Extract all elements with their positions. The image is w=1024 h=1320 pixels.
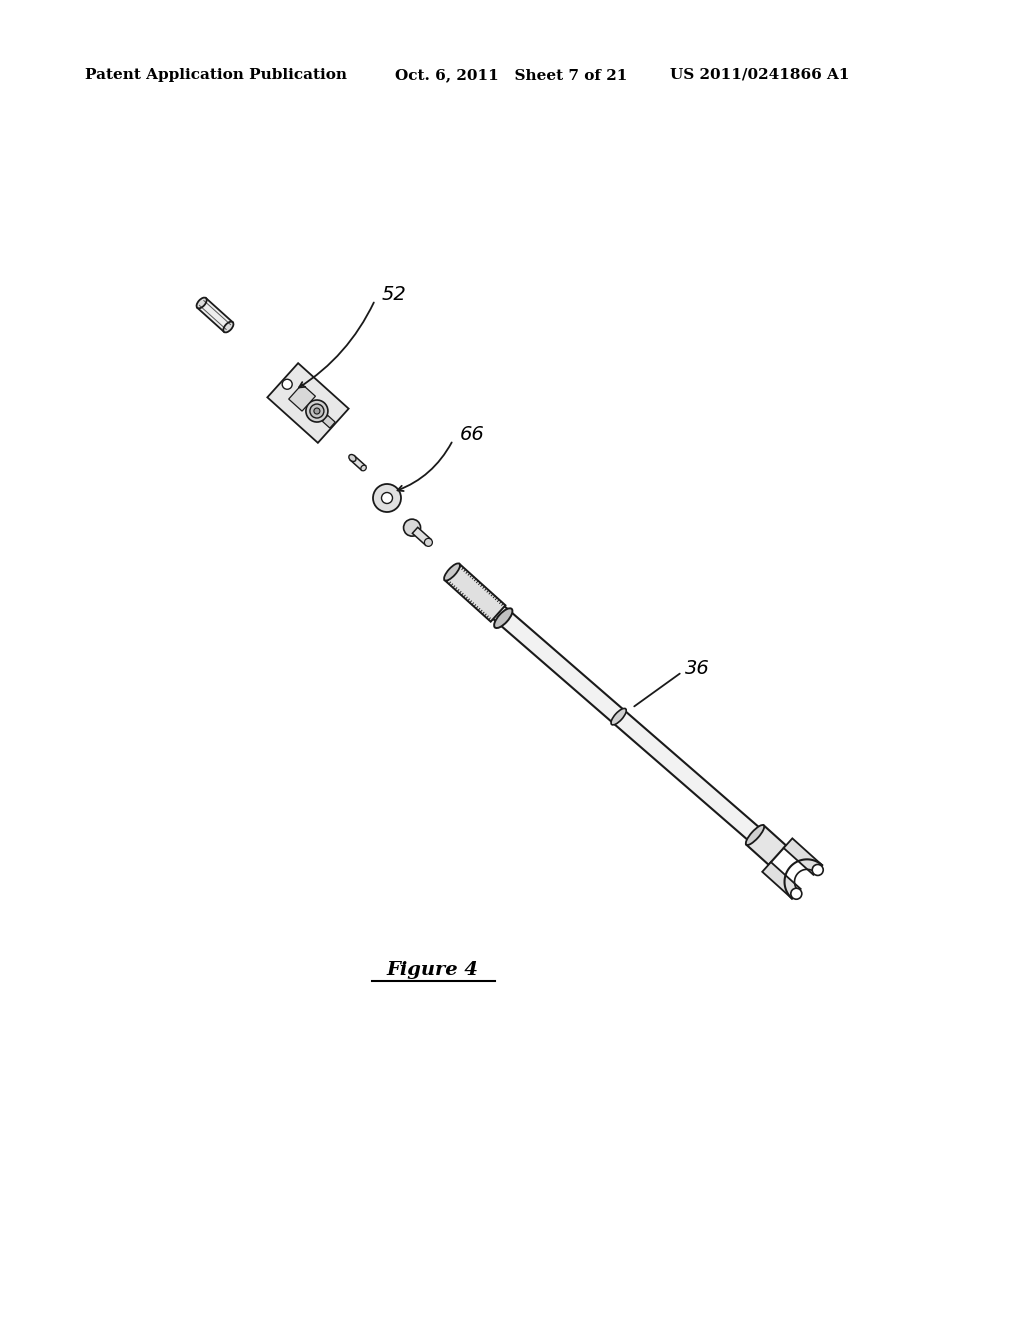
Ellipse shape bbox=[360, 465, 367, 471]
Polygon shape bbox=[446, 566, 761, 841]
Ellipse shape bbox=[314, 408, 319, 414]
Ellipse shape bbox=[495, 609, 512, 628]
Polygon shape bbox=[323, 416, 335, 428]
Polygon shape bbox=[289, 384, 315, 411]
Polygon shape bbox=[746, 825, 786, 865]
Text: 66: 66 bbox=[460, 425, 484, 445]
Ellipse shape bbox=[373, 484, 401, 512]
Ellipse shape bbox=[223, 322, 233, 333]
Text: Figure 4: Figure 4 bbox=[386, 961, 478, 979]
Ellipse shape bbox=[283, 379, 292, 389]
Ellipse shape bbox=[349, 454, 356, 462]
Polygon shape bbox=[413, 528, 431, 545]
Polygon shape bbox=[350, 455, 366, 470]
Ellipse shape bbox=[791, 888, 802, 899]
Ellipse shape bbox=[310, 404, 324, 418]
Ellipse shape bbox=[197, 297, 207, 309]
Ellipse shape bbox=[611, 709, 627, 725]
Ellipse shape bbox=[424, 539, 432, 546]
Ellipse shape bbox=[306, 400, 328, 422]
Ellipse shape bbox=[382, 492, 392, 503]
Text: US 2011/0241866 A1: US 2011/0241866 A1 bbox=[670, 69, 850, 82]
Ellipse shape bbox=[403, 519, 421, 536]
Polygon shape bbox=[762, 862, 801, 899]
Ellipse shape bbox=[812, 865, 823, 875]
Ellipse shape bbox=[444, 564, 460, 581]
Polygon shape bbox=[198, 298, 232, 331]
Ellipse shape bbox=[745, 825, 764, 845]
Polygon shape bbox=[444, 564, 506, 622]
Text: Oct. 6, 2011   Sheet 7 of 21: Oct. 6, 2011 Sheet 7 of 21 bbox=[395, 69, 628, 82]
Text: 52: 52 bbox=[382, 285, 407, 305]
Polygon shape bbox=[267, 363, 348, 442]
Text: 36: 36 bbox=[685, 659, 710, 677]
Polygon shape bbox=[783, 838, 822, 875]
Text: Patent Application Publication: Patent Application Publication bbox=[85, 69, 347, 82]
